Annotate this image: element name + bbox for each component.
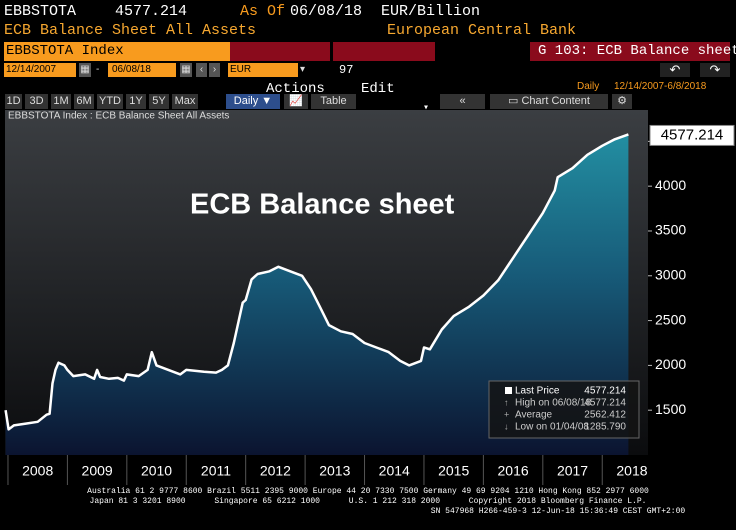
next-button[interactable]: › xyxy=(209,63,220,77)
range-button[interactable]: 5Y xyxy=(149,94,169,109)
legend-icon: ↓ xyxy=(504,421,509,431)
legend-value: 2562.412 xyxy=(584,410,626,421)
x-tick-label: 2015 xyxy=(438,463,469,479)
last-price-tag xyxy=(649,124,735,146)
as-of-label: As Of xyxy=(240,3,286,20)
last-price-tag-label: 4577.214 xyxy=(661,126,724,143)
table-button[interactable]: Table xyxy=(311,94,356,109)
chart-subtitle: EBBSTOTA Index : ECB Balance Sheet All A… xyxy=(8,111,229,122)
calendar-icon[interactable]: ▦ xyxy=(79,63,91,77)
legend-value: 4577.214 xyxy=(584,386,626,397)
range-button[interactable]: 1M xyxy=(51,94,71,109)
frequency-label: Daily xyxy=(233,95,259,107)
frequency-info: Daily xyxy=(577,81,600,92)
y-tick-label: 4000 xyxy=(655,177,686,193)
range-button[interactable]: Max xyxy=(172,94,198,109)
legend-value: 4577.214 xyxy=(584,398,626,409)
currency-field[interactable]: EUR xyxy=(228,63,298,77)
x-tick-label: 2011 xyxy=(201,463,231,479)
menu-label: Actions xyxy=(266,81,325,97)
range-button[interactable]: 3D xyxy=(25,94,48,109)
date-dash: - xyxy=(96,64,100,75)
dropdown-arrow: ▾ xyxy=(423,103,430,114)
x-tick-label: 2009 xyxy=(82,463,113,479)
legend-icon: ↑ xyxy=(504,397,509,407)
ticker: EBBSTOTA xyxy=(4,3,77,20)
source: European Central Bank xyxy=(387,22,577,39)
description: ECB Balance Sheet All Assets xyxy=(4,22,257,39)
x-tick-label: 2016 xyxy=(498,463,529,479)
settings-button[interactable]: ⚙ xyxy=(612,94,632,109)
undo-button[interactable]: ↶ xyxy=(660,63,690,77)
footer-line: Australia 61 2 9777 8600 Brazil 5511 239… xyxy=(87,487,649,496)
range-button[interactable]: 1Y xyxy=(126,94,146,109)
x-tick-label: 2018 xyxy=(616,463,647,479)
x-tick-label: 2013 xyxy=(319,463,350,479)
y-tick-label: 1500 xyxy=(655,401,686,417)
x-axis-band xyxy=(0,455,736,487)
chart-title: ECB Balance sheet xyxy=(190,189,455,221)
legend: Last Price 4577.214 ↑ High on 06/08/184577.… xyxy=(488,380,640,439)
footer-line: SN 547968 H266-459-3 12-Jun-18 15:36:49 … xyxy=(430,507,686,516)
security-field[interactable]: EBBSTOTA Index xyxy=(4,42,230,61)
legend-label: Low on 01/04/08 xyxy=(515,422,589,433)
page-label[interactable]: G 103: ECB Balance sheet xyxy=(530,42,736,61)
y-tick-label: 2000 xyxy=(655,356,686,372)
chart-icon-button[interactable]: 📈 xyxy=(284,94,308,109)
x-tick-label: 2017 xyxy=(557,463,588,479)
legend-label: Last Price xyxy=(515,386,560,397)
calendar-icon[interactable]: ▦ xyxy=(180,63,192,77)
menu-label: Edit xyxy=(361,81,395,97)
x-tick-label: 2014 xyxy=(379,463,410,479)
legend-swatch xyxy=(505,387,512,394)
chart-content-button[interactable]: ▭ Chart Content xyxy=(490,94,608,109)
chart: EBBSTOTA Index : ECB Balance Sheet All A… xyxy=(0,110,736,487)
y-tick-label: 3500 xyxy=(655,222,686,238)
y-tick-label: 2500 xyxy=(655,311,686,327)
period-info: 12/14/2007-6/8/2018 xyxy=(614,81,707,92)
as-of-date: 06/08/18 xyxy=(290,3,363,20)
frequency-button[interactable]: Daily ▼ xyxy=(226,94,280,109)
edit-menu[interactable]: 97 Edit ▾ xyxy=(333,42,435,114)
legend-label: Average xyxy=(515,410,553,421)
line xyxy=(4,133,629,431)
end-date[interactable]: 06/08/18 xyxy=(108,63,176,77)
legend-box xyxy=(488,380,640,439)
start-date[interactable]: 12/14/2007 xyxy=(4,63,76,77)
x-tick-label: 2010 xyxy=(141,463,172,479)
area xyxy=(5,134,629,455)
footer-line: Japan 81 3 3201 8900 Singapore 65 6212 1… xyxy=(89,497,647,506)
units: EUR/Billion xyxy=(381,3,481,20)
range-button[interactable]: 1D xyxy=(5,94,22,109)
x-tick-label: 2008 xyxy=(22,463,53,479)
dropdown-arrow[interactable]: ▾ xyxy=(300,64,306,75)
legend-icon: + xyxy=(504,409,509,419)
range-button[interactable]: 6M xyxy=(74,94,94,109)
legend-label: High on 06/08/18 xyxy=(515,398,592,409)
redo-button[interactable]: ↷ xyxy=(700,63,730,77)
y-tick-label: 3000 xyxy=(655,266,686,282)
range-button[interactable]: YTD xyxy=(97,94,123,109)
prev-button[interactable]: ‹ xyxy=(196,63,207,77)
legend-value: 1285.790 xyxy=(584,422,626,433)
actions-menu[interactable]: 90 Actions ▾ xyxy=(230,42,330,114)
price: 4577.214 xyxy=(115,3,188,20)
chart-content-label: Chart Content xyxy=(521,95,590,107)
menu-code: 97 xyxy=(339,63,354,77)
x-tick-label: 2012 xyxy=(260,463,291,479)
collapse-button[interactable]: « xyxy=(440,94,485,109)
